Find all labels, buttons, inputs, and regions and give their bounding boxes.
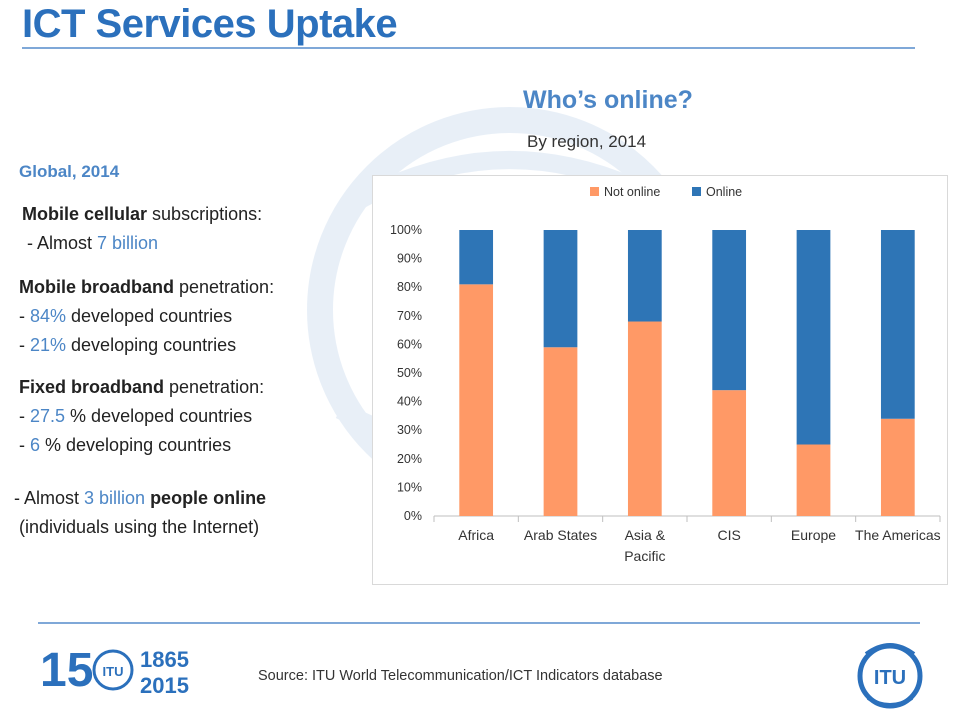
y-tick-label: 20% — [397, 452, 422, 466]
mobile-cellular-prefix: - Almost — [27, 233, 98, 253]
mobile-cellular-label: Mobile cellular — [22, 204, 148, 224]
mobile-broadband-developed-prefix: - — [19, 306, 30, 326]
y-tick-label: 10% — [397, 480, 422, 494]
legend-label: Online — [706, 185, 742, 199]
mobile-cellular-value: 7 billion — [97, 233, 159, 253]
legend-swatch — [692, 187, 701, 196]
legend-swatch — [590, 187, 599, 196]
logo-150-itu: ITU — [103, 664, 124, 679]
logo-year-end: 2015 — [140, 673, 189, 698]
mobile-broadband-label-rest: penetration: — [174, 277, 275, 297]
legend-label: Not online — [604, 185, 660, 199]
x-tick-label: Arab States — [524, 527, 597, 543]
chart-subheading: By region, 2014 — [527, 132, 647, 151]
y-tick-label: 60% — [397, 337, 422, 351]
online-by-region-chart: 0% 10% 20% 30% 40% 50% 60% 70% 80% 90% 100% Africa A… — [372, 175, 948, 585]
y-tick-label: 30% — [397, 423, 422, 437]
x-tick-label: CIS — [717, 527, 740, 543]
fixed-broadband-stat: Fixed broadband penetration: - 27.5 % de… — [19, 373, 264, 460]
bar-online — [627, 230, 662, 322]
fixed-broadband-label: Fixed broadband — [19, 377, 165, 397]
itu-logo-text: ITU — [874, 667, 906, 689]
fixed-broadband-developed-value: 27.5 — [30, 406, 66, 426]
footer-divider — [38, 622, 920, 624]
fixed-broadband-developing-prefix: - — [19, 435, 30, 455]
mobile-broadband-developed-value: 84% — [30, 306, 67, 326]
mobile-broadband-developing-prefix: - — [19, 335, 30, 355]
bar-not-online — [796, 444, 831, 516]
mobile-cellular-label-rest: subscriptions: — [147, 204, 263, 224]
fixed-broadband-developing-value: 6 — [30, 435, 41, 455]
chart-heading: Who’s online? — [523, 86, 693, 114]
fixed-broadband-developing-suffix: % developing countries — [40, 435, 232, 455]
logo-year-start: 1865 — [140, 647, 189, 672]
bar-not-online — [880, 418, 915, 516]
people-online-bold: people online — [145, 488, 267, 508]
people-online-line2: (individuals using the Internet) — [19, 517, 260, 537]
mobile-broadband-developing-value: 21% — [30, 335, 67, 355]
y-tick-label: 90% — [397, 252, 422, 266]
slide-title: ICT Services Uptake — [22, 2, 398, 46]
people-online-value: 3 billion — [84, 488, 146, 508]
global-heading: Global, 2014 — [19, 162, 120, 181]
bar-not-online — [627, 321, 662, 516]
bar-online — [880, 230, 915, 419]
title-divider — [22, 47, 915, 49]
fixed-broadband-developed-suffix: % developed countries — [65, 406, 253, 426]
bar-online — [459, 230, 494, 285]
mobile-cellular-stat: Mobile cellular subscriptions: - Almost … — [22, 200, 262, 258]
bar-online — [543, 230, 578, 348]
source-note: Source: ITU World Telecommunication/ICT … — [258, 668, 663, 684]
people-online-stat: - Almost 3 billion people online (indivi… — [14, 484, 266, 542]
bar-online — [712, 230, 747, 391]
y-tick-label: 40% — [397, 395, 422, 409]
y-tick-label: 50% — [397, 366, 422, 380]
y-tick-label: 80% — [397, 280, 422, 294]
mobile-broadband-developed-suffix: developed countries — [66, 306, 233, 326]
mobile-broadband-label: Mobile broadband — [19, 277, 174, 297]
bar-online — [796, 230, 831, 445]
x-tick-label: The Americas — [855, 527, 941, 543]
mobile-broadband-stat: Mobile broadband penetration: - 84% deve… — [19, 273, 274, 360]
people-online-prefix: - Almost — [14, 488, 85, 508]
fixed-broadband-label-rest: penetration: — [164, 377, 265, 397]
y-tick-label: 70% — [397, 309, 422, 323]
mobile-broadband-developing-suffix: developing countries — [66, 335, 237, 355]
bar-not-online — [712, 390, 747, 516]
bar-not-online — [459, 284, 494, 516]
y-tick-label: 100% — [390, 223, 422, 237]
x-tick-label: Asia & Pacific — [624, 527, 666, 564]
itu-logo: ITU — [857, 643, 923, 709]
bar-not-online — [543, 347, 578, 516]
x-tick-label: Africa — [458, 527, 494, 543]
x-tick-label: Europe — [791, 527, 836, 543]
fixed-broadband-developed-prefix: - — [19, 406, 30, 426]
y-tick-label: 0% — [404, 509, 422, 523]
itu-150-anniversary-logo: 150 ITU 1865 2015 — [40, 644, 189, 698]
